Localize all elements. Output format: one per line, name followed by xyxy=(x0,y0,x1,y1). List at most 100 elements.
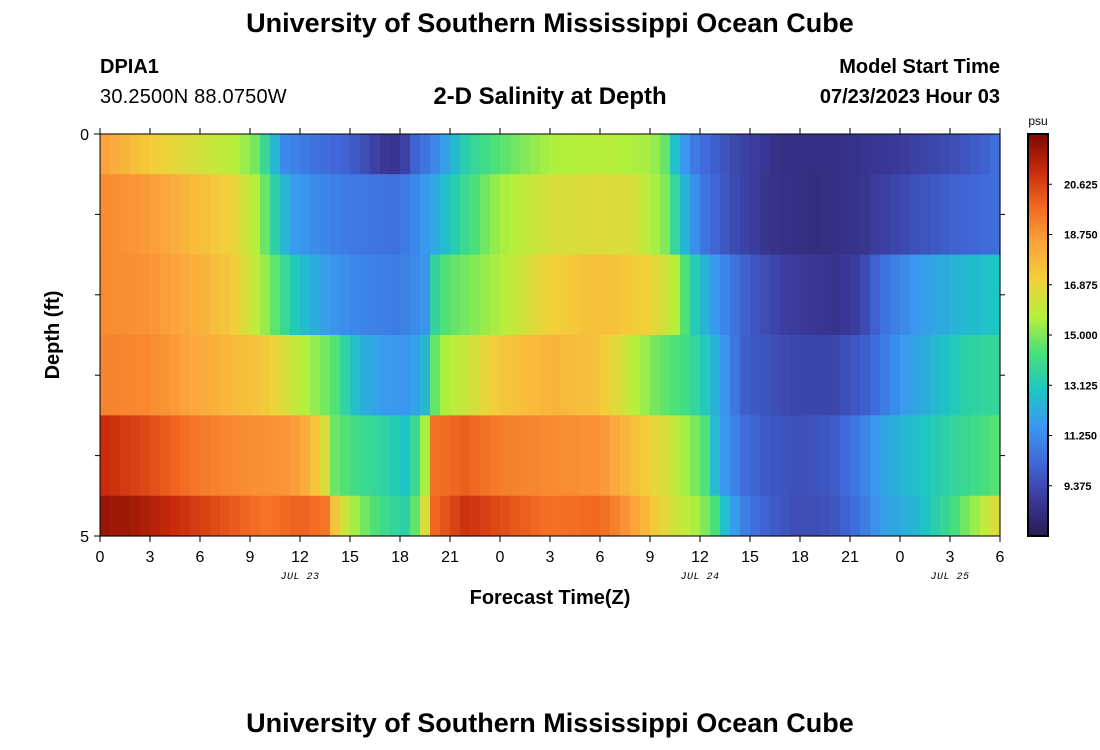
heatmap-cell xyxy=(680,254,691,336)
heatmap-cell xyxy=(200,495,211,537)
heatmap-cell xyxy=(410,134,421,175)
model-start-value: 07/23/2023 Hour 03 xyxy=(819,86,1000,108)
heatmap-cell xyxy=(160,335,171,416)
heatmap-cell xyxy=(630,415,641,497)
heatmap-cell xyxy=(750,335,761,416)
heatmap-cell xyxy=(830,254,841,336)
heatmap-cell xyxy=(200,174,211,256)
x-tick-label: 3 xyxy=(146,549,155,566)
heatmap-cell xyxy=(650,174,661,256)
heatmap-cell xyxy=(840,134,851,175)
heatmap-cell xyxy=(200,254,211,336)
colorbar-tick-label: 20.625 xyxy=(1064,179,1098,191)
heatmap-cell xyxy=(920,174,931,256)
heatmap-cell xyxy=(940,495,951,537)
heatmap-cell xyxy=(910,335,921,416)
heatmap-cell xyxy=(920,134,931,175)
heatmap-cell xyxy=(530,134,541,175)
heatmap-cell xyxy=(980,415,991,497)
heatmap-cell xyxy=(120,174,131,256)
heatmap-cell xyxy=(120,415,131,497)
heatmap-cell xyxy=(730,134,741,175)
heatmap-cell xyxy=(150,254,161,336)
heatmap-cell xyxy=(980,174,991,256)
heatmap-cell xyxy=(780,415,791,497)
heatmap-cell xyxy=(450,335,461,416)
heatmap-cell xyxy=(760,335,771,416)
heatmap-cell xyxy=(940,415,951,497)
heatmap-cell xyxy=(320,495,331,537)
x-tick-label: 12 xyxy=(691,549,709,566)
heatmap-cell xyxy=(350,134,361,175)
heatmap-cell xyxy=(100,174,111,256)
heatmap-cell xyxy=(310,134,321,175)
heatmap-cell xyxy=(570,134,581,175)
heatmap-cell xyxy=(460,335,471,416)
heatmap-cell xyxy=(370,495,381,537)
heatmap-cell xyxy=(100,335,111,416)
heatmap-cell xyxy=(810,134,821,175)
heatmap-cell xyxy=(390,335,401,416)
heatmap-cell xyxy=(190,335,201,416)
heatmap-cell xyxy=(990,174,1001,256)
heatmap-cell xyxy=(880,495,891,537)
heatmap-cell xyxy=(720,495,731,537)
heatmap-cell xyxy=(670,415,681,497)
heatmap-cell xyxy=(380,254,391,336)
heatmap-cell xyxy=(260,495,271,537)
heatmap-cell xyxy=(630,174,641,256)
heatmap-cell xyxy=(330,335,341,416)
heatmap-cell xyxy=(310,174,321,256)
heatmap-cell xyxy=(560,174,571,256)
heatmap-cell xyxy=(790,174,801,256)
heatmap-cell xyxy=(850,415,861,497)
heatmap-cell xyxy=(600,174,611,256)
heatmap-cell xyxy=(800,174,811,256)
heatmap-cell xyxy=(410,495,421,537)
heatmap-cell xyxy=(830,415,841,497)
heatmap-cell xyxy=(970,415,981,497)
heatmap-cell xyxy=(520,335,531,416)
x-tick-label: 18 xyxy=(391,549,409,566)
heatmap-cell xyxy=(260,174,271,256)
heatmap-cell xyxy=(350,335,361,416)
page-title: University of Southern Mississippi Ocean… xyxy=(246,8,854,38)
heatmap-cell xyxy=(910,495,921,537)
heatmap-cell xyxy=(230,174,241,256)
heatmap-cell xyxy=(910,415,921,497)
heatmap-cell xyxy=(710,134,721,175)
heatmap-cell xyxy=(610,335,621,416)
heatmap-cell xyxy=(840,174,851,256)
heatmap-cell xyxy=(610,134,621,175)
heatmap-cell xyxy=(740,254,751,336)
heatmap-cell xyxy=(770,415,781,497)
heatmap-cell xyxy=(270,415,281,497)
heatmap-cell xyxy=(240,174,251,256)
heatmap-cell xyxy=(220,495,231,537)
y-tick-label: 0 xyxy=(80,127,89,144)
heatmap-cell xyxy=(750,174,761,256)
heatmap-cell xyxy=(340,174,351,256)
heatmap-cell xyxy=(610,495,621,537)
heatmap-cell xyxy=(120,495,131,537)
heatmap-cell xyxy=(790,134,801,175)
heatmap-cell xyxy=(950,495,961,537)
heatmap-cell xyxy=(890,134,901,175)
heatmap-cell xyxy=(560,415,571,497)
heatmap-cell xyxy=(800,335,811,416)
heatmap-cell xyxy=(930,495,941,537)
heatmap-cell xyxy=(170,134,181,175)
heatmap-cell xyxy=(890,254,901,336)
heatmap-cell xyxy=(440,254,451,336)
heatmap-cell xyxy=(860,174,871,256)
heatmap-cell xyxy=(670,335,681,416)
heatmap-cell xyxy=(590,335,601,416)
heatmap-cell xyxy=(680,415,691,497)
heatmap-cell xyxy=(840,495,851,537)
heatmap-cell xyxy=(320,254,331,336)
heatmap-cell xyxy=(700,415,711,497)
heatmap-cell xyxy=(590,134,601,175)
heatmap-cell xyxy=(330,495,341,537)
heatmap-cell xyxy=(160,415,171,497)
heatmap-cell xyxy=(500,335,511,416)
